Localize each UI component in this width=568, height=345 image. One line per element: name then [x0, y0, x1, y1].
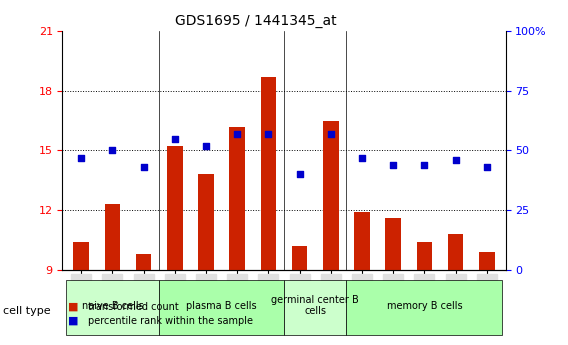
Bar	[229, 127, 245, 270]
Point	[170, 136, 179, 141]
Point	[326, 131, 335, 137]
Text: percentile rank within the sample: percentile rank within the sample	[88, 316, 253, 326]
Text: cell type: cell type	[3, 306, 51, 315]
Text: ■: ■	[68, 302, 78, 312]
Bar	[261, 77, 276, 270]
Text: plasma B cells: plasma B cells	[186, 301, 257, 311]
Bar	[448, 234, 463, 270]
FancyBboxPatch shape	[159, 280, 284, 335]
Text: memory B cells: memory B cells	[387, 301, 462, 311]
Text: transformed count: transformed count	[88, 302, 179, 312]
Point	[139, 165, 148, 170]
FancyBboxPatch shape	[346, 280, 503, 335]
Bar	[73, 242, 89, 270]
Point	[482, 165, 491, 170]
Point	[451, 157, 460, 163]
Text: naive B cells: naive B cells	[82, 301, 143, 311]
Bar	[136, 254, 152, 270]
Bar	[167, 147, 182, 270]
Point	[108, 148, 117, 153]
Bar	[386, 218, 401, 270]
Point	[77, 155, 86, 160]
Bar	[292, 246, 307, 270]
Point	[233, 131, 242, 137]
Bar	[105, 204, 120, 270]
Bar	[323, 121, 339, 270]
Point	[202, 143, 211, 148]
FancyBboxPatch shape	[65, 280, 159, 335]
Bar	[416, 242, 432, 270]
Bar	[479, 252, 495, 270]
Point	[420, 162, 429, 168]
Text: ■: ■	[68, 316, 78, 326]
Point	[357, 155, 366, 160]
Text: GDS1695 / 1441345_at: GDS1695 / 1441345_at	[175, 14, 336, 28]
Bar	[198, 174, 214, 270]
FancyBboxPatch shape	[284, 280, 346, 335]
Point	[295, 171, 304, 177]
Bar	[354, 212, 370, 270]
Text: germinal center B
cells: germinal center B cells	[272, 295, 359, 316]
Point	[389, 162, 398, 168]
Point	[264, 131, 273, 137]
